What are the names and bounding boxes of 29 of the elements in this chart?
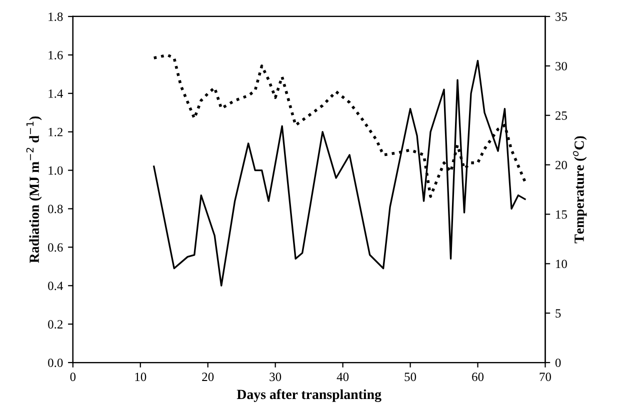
y-tick-label: 1.2 bbox=[48, 128, 62, 136]
x-axis-title: Days after transplanting bbox=[236, 389, 382, 402]
y-tick-label: 0.4 bbox=[48, 282, 63, 290]
x-tick-label: 60 bbox=[472, 372, 484, 382]
y-axis-title: Radiation (MJ m$^{−2}$ d$^{−1}$) bbox=[26, 116, 42, 263]
y2-tick-label: 0 bbox=[555, 358, 561, 368]
y-tick-label: 1.4 bbox=[48, 89, 63, 98]
y2-axis-title: Temperature ($^{o}$C) bbox=[573, 136, 587, 244]
y2-tick-label: 25 bbox=[556, 111, 567, 120]
x-tick-label: 50 bbox=[404, 372, 416, 382]
y2-tick-label: 35 bbox=[556, 12, 567, 21]
y2-tick-label: 20 bbox=[556, 160, 567, 170]
y-tick-label: 1.6 bbox=[48, 50, 63, 60]
x-tick-label: 20 bbox=[202, 372, 214, 382]
y-tick-label: 0.8 bbox=[48, 204, 63, 214]
x-tick-label: 70 bbox=[540, 372, 552, 382]
y2-tick-label: 10 bbox=[556, 260, 567, 268]
y-tick-label: 0.6 bbox=[48, 243, 63, 252]
x-tick-label: 40 bbox=[336, 372, 349, 382]
y-tick-label: 0.0 bbox=[48, 358, 63, 368]
y2-tick-label: 5 bbox=[556, 309, 561, 318]
x-tick-label: 30 bbox=[270, 372, 282, 382]
y-tick-label: 1.0 bbox=[48, 166, 63, 175]
y-tick-label: 1.8 bbox=[48, 12, 63, 21]
x-tick-label: 10 bbox=[135, 372, 146, 382]
y2-tick-label: 30 bbox=[556, 62, 567, 70]
y-tick-label: 0.2 bbox=[48, 320, 62, 329]
x-tick-label: 0 bbox=[70, 372, 76, 382]
y2-tick-label: 15 bbox=[556, 210, 567, 219]
